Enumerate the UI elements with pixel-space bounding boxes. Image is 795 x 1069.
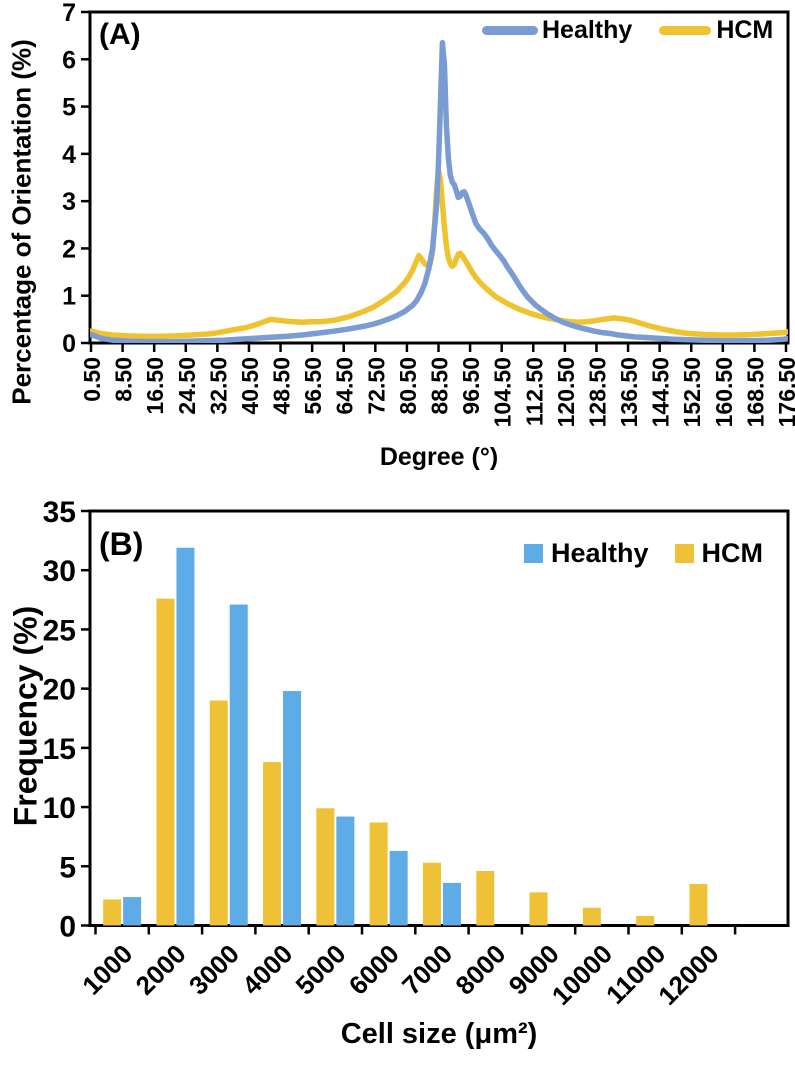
svg-text:7000: 7000 [396, 939, 458, 1001]
svg-text:5: 5 [59, 851, 76, 884]
panel-a-x-axis-title: Degree (°) [379, 443, 499, 471]
bar-healthy-2000 [176, 547, 195, 926]
svg-text:10000: 10000 [546, 939, 618, 1011]
bar-hcm-3000 [209, 700, 228, 926]
svg-text:72.50: 72.50 [363, 357, 389, 415]
svg-text:120.50: 120.50 [553, 357, 579, 427]
svg-text:12000: 12000 [652, 939, 724, 1011]
panel-a-plot: 0 1 2 3 4 5 6 7 0.50 8.50 16.50 24.50 32.50 40.50 48.5… [62, 0, 795, 427]
svg-text:6: 6 [62, 46, 76, 74]
panel-a-series [90, 39, 788, 343]
svg-text:48.50: 48.50 [269, 357, 295, 415]
svg-text:168.50: 168.50 [742, 357, 768, 427]
legend-label-hcm-bars: HCM [701, 538, 764, 568]
bar-hcm-5000 [316, 808, 335, 926]
bar-hcm-9000 [529, 892, 548, 926]
panel-a-y-axis-title: Percentage of Orientation (%) [6, 39, 37, 405]
svg-text:88.50: 88.50 [427, 357, 453, 415]
bar-hcm-12000 [689, 884, 708, 926]
svg-text:10: 10 [43, 792, 76, 825]
panel-a-tag: (A) [99, 18, 141, 51]
svg-text:96.50: 96.50 [458, 357, 484, 415]
svg-text:128.50: 128.50 [584, 357, 610, 427]
svg-text:144.50: 144.50 [648, 357, 674, 427]
legend-item-healthy: Healthy [482, 16, 632, 45]
svg-text:1: 1 [62, 283, 76, 311]
bar-hcm-10000 [582, 907, 601, 926]
svg-text:3: 3 [62, 188, 76, 216]
svg-text:24.50: 24.50 [174, 357, 200, 415]
panel-a-axes: 0 1 2 3 4 5 6 7 0.50 8.50 16.50 24.50 32.50 40.50 48.5… [62, 0, 795, 427]
bar-hcm-6000 [369, 822, 388, 926]
healthy-line-swatch-icon [482, 26, 538, 35]
svg-text:152.50: 152.50 [679, 357, 705, 427]
svg-text:6000: 6000 [343, 939, 405, 1001]
hcm-square-swatch-icon [674, 544, 694, 563]
svg-text:8.50: 8.50 [111, 357, 137, 402]
svg-text:160.50: 160.50 [711, 357, 737, 427]
svg-text:2: 2 [62, 235, 76, 263]
bar-hcm-11000 [636, 916, 655, 926]
svg-text:32.50: 32.50 [205, 357, 231, 415]
line-series-healthy [90, 39, 788, 343]
svg-text:20: 20 [43, 674, 76, 707]
bar-hcm-8000 [476, 871, 495, 926]
panel-b-axes: 0 5 10 15 20 25 30 35 10002000300040005000600070… [43, 496, 790, 1011]
legend-item-hcm: HCM [659, 16, 773, 45]
svg-text:5000: 5000 [289, 939, 351, 1001]
svg-text:136.50: 136.50 [616, 357, 642, 427]
svg-text:1000: 1000 [76, 939, 138, 1001]
svg-text:56.50: 56.50 [300, 357, 326, 415]
legend-label-healthy-bars: Healthy [551, 538, 649, 568]
svg-text:112.50: 112.50 [521, 357, 547, 426]
legend-item-healthy-bars: Healthy [524, 538, 649, 569]
bar-healthy-6000 [389, 850, 408, 926]
svg-text:4000: 4000 [236, 939, 298, 1001]
bar-hcm-2000 [156, 598, 175, 926]
panel-b-x-axis-title: Cell size (μm²) [340, 1018, 538, 1050]
bar-hcm-4000 [263, 762, 282, 926]
svg-text:4: 4 [62, 141, 76, 169]
healthy-square-swatch-icon [524, 544, 543, 563]
svg-text:64.50: 64.50 [332, 357, 358, 415]
panel-b-y-axis-title: Frequency (%) [7, 605, 44, 827]
panel-b-tag: (B) [99, 526, 144, 562]
bar-healthy-1000 [123, 897, 142, 926]
svg-text:104.50: 104.50 [490, 357, 516, 427]
svg-text:40.50: 40.50 [237, 357, 263, 415]
svg-text:0: 0 [62, 330, 76, 358]
legend-label-hcm: HCM [716, 16, 774, 44]
svg-text:8000: 8000 [449, 939, 511, 1001]
svg-text:30: 30 [43, 555, 76, 588]
svg-text:7: 7 [62, 0, 76, 27]
svg-text:25: 25 [43, 614, 76, 647]
legend-item-hcm-bars: HCM [674, 538, 764, 569]
panel-a-legend: Healthy HCM [482, 16, 773, 45]
svg-text:15: 15 [43, 733, 76, 766]
panel-b-legend: Healthy HCM [524, 538, 763, 569]
svg-text:5: 5 [62, 94, 76, 122]
bar-hcm-1000 [103, 899, 122, 926]
hcm-line-swatch-icon [659, 26, 712, 35]
bar-healthy-7000 [442, 882, 461, 926]
bar-healthy-5000 [336, 816, 355, 926]
svg-text:0.50: 0.50 [79, 357, 105, 402]
svg-text:3000: 3000 [183, 939, 245, 1001]
svg-text:80.50: 80.50 [395, 357, 421, 415]
panel-b-bars [103, 547, 708, 926]
legend-label-healthy: Healthy [542, 16, 633, 44]
panel-b-plot: 0 5 10 15 20 25 30 35 10002000300040005000600070… [43, 496, 790, 1011]
bar-hcm-7000 [422, 862, 441, 926]
svg-text:35: 35 [43, 496, 76, 529]
svg-text:16.50: 16.50 [142, 357, 168, 415]
svg-text:0: 0 [59, 911, 76, 944]
svg-text:176.50: 176.50 [774, 357, 795, 427]
line-series-hcm [90, 167, 788, 340]
bar-healthy-3000 [229, 604, 248, 926]
svg-text:2000: 2000 [130, 939, 192, 1001]
bar-healthy-4000 [283, 691, 302, 926]
